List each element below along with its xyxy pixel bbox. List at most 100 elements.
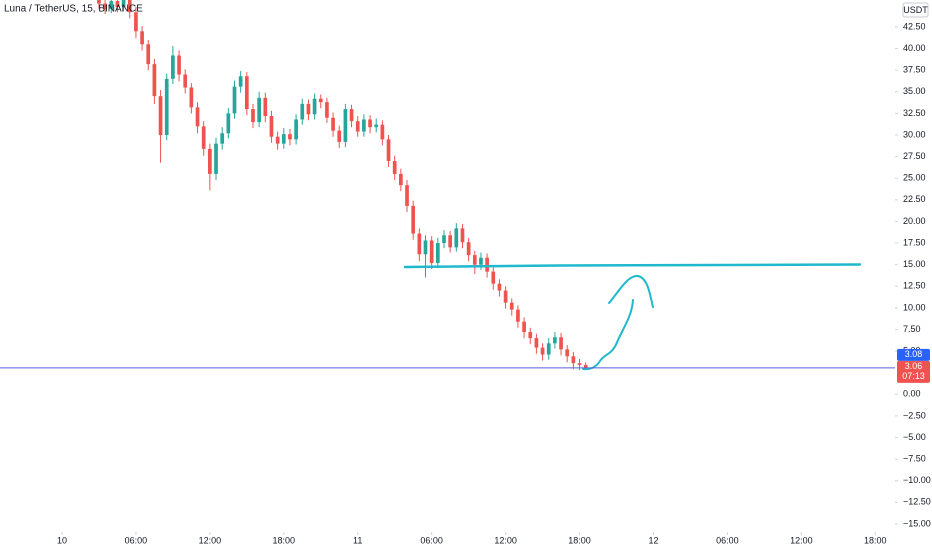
candle-body (399, 173, 403, 186)
y-tick-label: −7.50 (903, 454, 926, 464)
candle-body (528, 332, 533, 339)
chart-title: Luna / TetherUS, 15, BINANCE (4, 4, 143, 15)
candle-body (134, 12, 138, 32)
candle-body (312, 98, 317, 115)
y-tick-label: −12.50 (903, 497, 931, 507)
y-tick-label: 35.00 (903, 86, 926, 96)
candle-body (152, 64, 157, 97)
candle-body (318, 98, 323, 103)
x-tick-label: 18:00 (273, 535, 296, 545)
candle-body (275, 136, 280, 144)
candle-body (115, 1, 120, 8)
candle-body (374, 124, 379, 128)
drawn-level-line (403, 263, 862, 269)
candle-body (201, 126, 206, 149)
candle-body (540, 347, 545, 355)
candle-body (362, 119, 366, 132)
candle-body (208, 148, 212, 174)
candle-body (238, 76, 243, 87)
candle-body (571, 356, 576, 364)
price-label: 3.08 (905, 349, 923, 359)
price-label-box (897, 360, 930, 383)
candle-body (411, 205, 416, 234)
candle-body (109, 1, 114, 9)
candle-body (355, 121, 360, 132)
candle-body (306, 103, 311, 115)
candle-body (103, 3, 107, 9)
candle-body (288, 134, 292, 140)
x-tick-label: 12:00 (790, 535, 813, 545)
candle-body (392, 160, 397, 174)
x-tick-label: 12:00 (494, 535, 517, 545)
candle-body (380, 124, 385, 140)
candle-body (516, 309, 520, 322)
y-tick-label: 32.50 (903, 108, 926, 118)
candle-body (479, 257, 483, 265)
candle-body (244, 76, 249, 110)
y-tick-label: −10.00 (903, 475, 931, 485)
candle-body (325, 102, 329, 118)
candle-body (189, 87, 194, 108)
candle-body (177, 55, 181, 75)
candle-body (472, 255, 477, 265)
x-tick-label: 12 (648, 535, 658, 545)
y-tick-label: 20.00 (903, 216, 926, 226)
candle-body (553, 337, 557, 344)
candle-body (491, 271, 496, 284)
candle-body (466, 242, 471, 256)
candle-body (127, 0, 132, 13)
candle-body (405, 185, 409, 206)
x-tick-label: 06:00 (420, 535, 443, 545)
candle-body (368, 119, 372, 128)
x-tick-label: 11 (353, 535, 362, 545)
y-tick-label: 22.50 (903, 194, 926, 204)
candle-body (503, 290, 508, 303)
candle-body (158, 96, 163, 136)
candle-body (140, 31, 144, 45)
candle-body (565, 349, 570, 357)
candle-body (423, 240, 428, 255)
x-tick-label: 06:00 (125, 535, 148, 545)
price-countdown: 07:13 (902, 371, 925, 381)
candle-body (448, 235, 452, 248)
candle-body (559, 337, 563, 350)
x-tick-label: 12:00 (199, 535, 222, 545)
candle-body (497, 283, 502, 291)
price-label-box (897, 348, 930, 361)
y-tick-label: 15.00 (903, 259, 926, 269)
candle-body (226, 113, 231, 134)
currency-label: USDT (903, 5, 928, 15)
candle-body (331, 117, 335, 131)
x-tick-label: 10 (57, 535, 67, 545)
candle-body (183, 74, 188, 88)
candle-body (294, 119, 298, 140)
candle-body (435, 243, 440, 263)
y-tick-label: 7.50 (903, 324, 921, 334)
plot-area (97, 0, 588, 371)
candle-body (195, 107, 200, 127)
candle-body (281, 134, 286, 144)
y-tick-label: 17.50 (903, 237, 926, 247)
candle-body (146, 44, 151, 65)
candle-body (349, 109, 354, 122)
y-tick-label: 10.00 (903, 302, 926, 312)
y-tick-label: 37.50 (903, 65, 926, 75)
candle-body (343, 109, 348, 142)
y-tick-label: 30.00 (903, 129, 926, 139)
candle-body (121, 0, 126, 8)
candle-body (442, 235, 446, 244)
x-tick-label: 18:00 (568, 535, 591, 545)
candle-body (583, 364, 588, 368)
currency-box (902, 2, 929, 18)
y-tick-label: 27.50 (903, 151, 926, 161)
candle-body (97, 0, 101, 4)
y-tick-label: 0.00 (903, 389, 921, 399)
candle-body (460, 228, 465, 243)
candle-body (257, 97, 261, 123)
candle-body (171, 55, 175, 79)
candle-body (337, 130, 342, 142)
candle-body (577, 363, 582, 365)
candle-body (251, 109, 255, 123)
